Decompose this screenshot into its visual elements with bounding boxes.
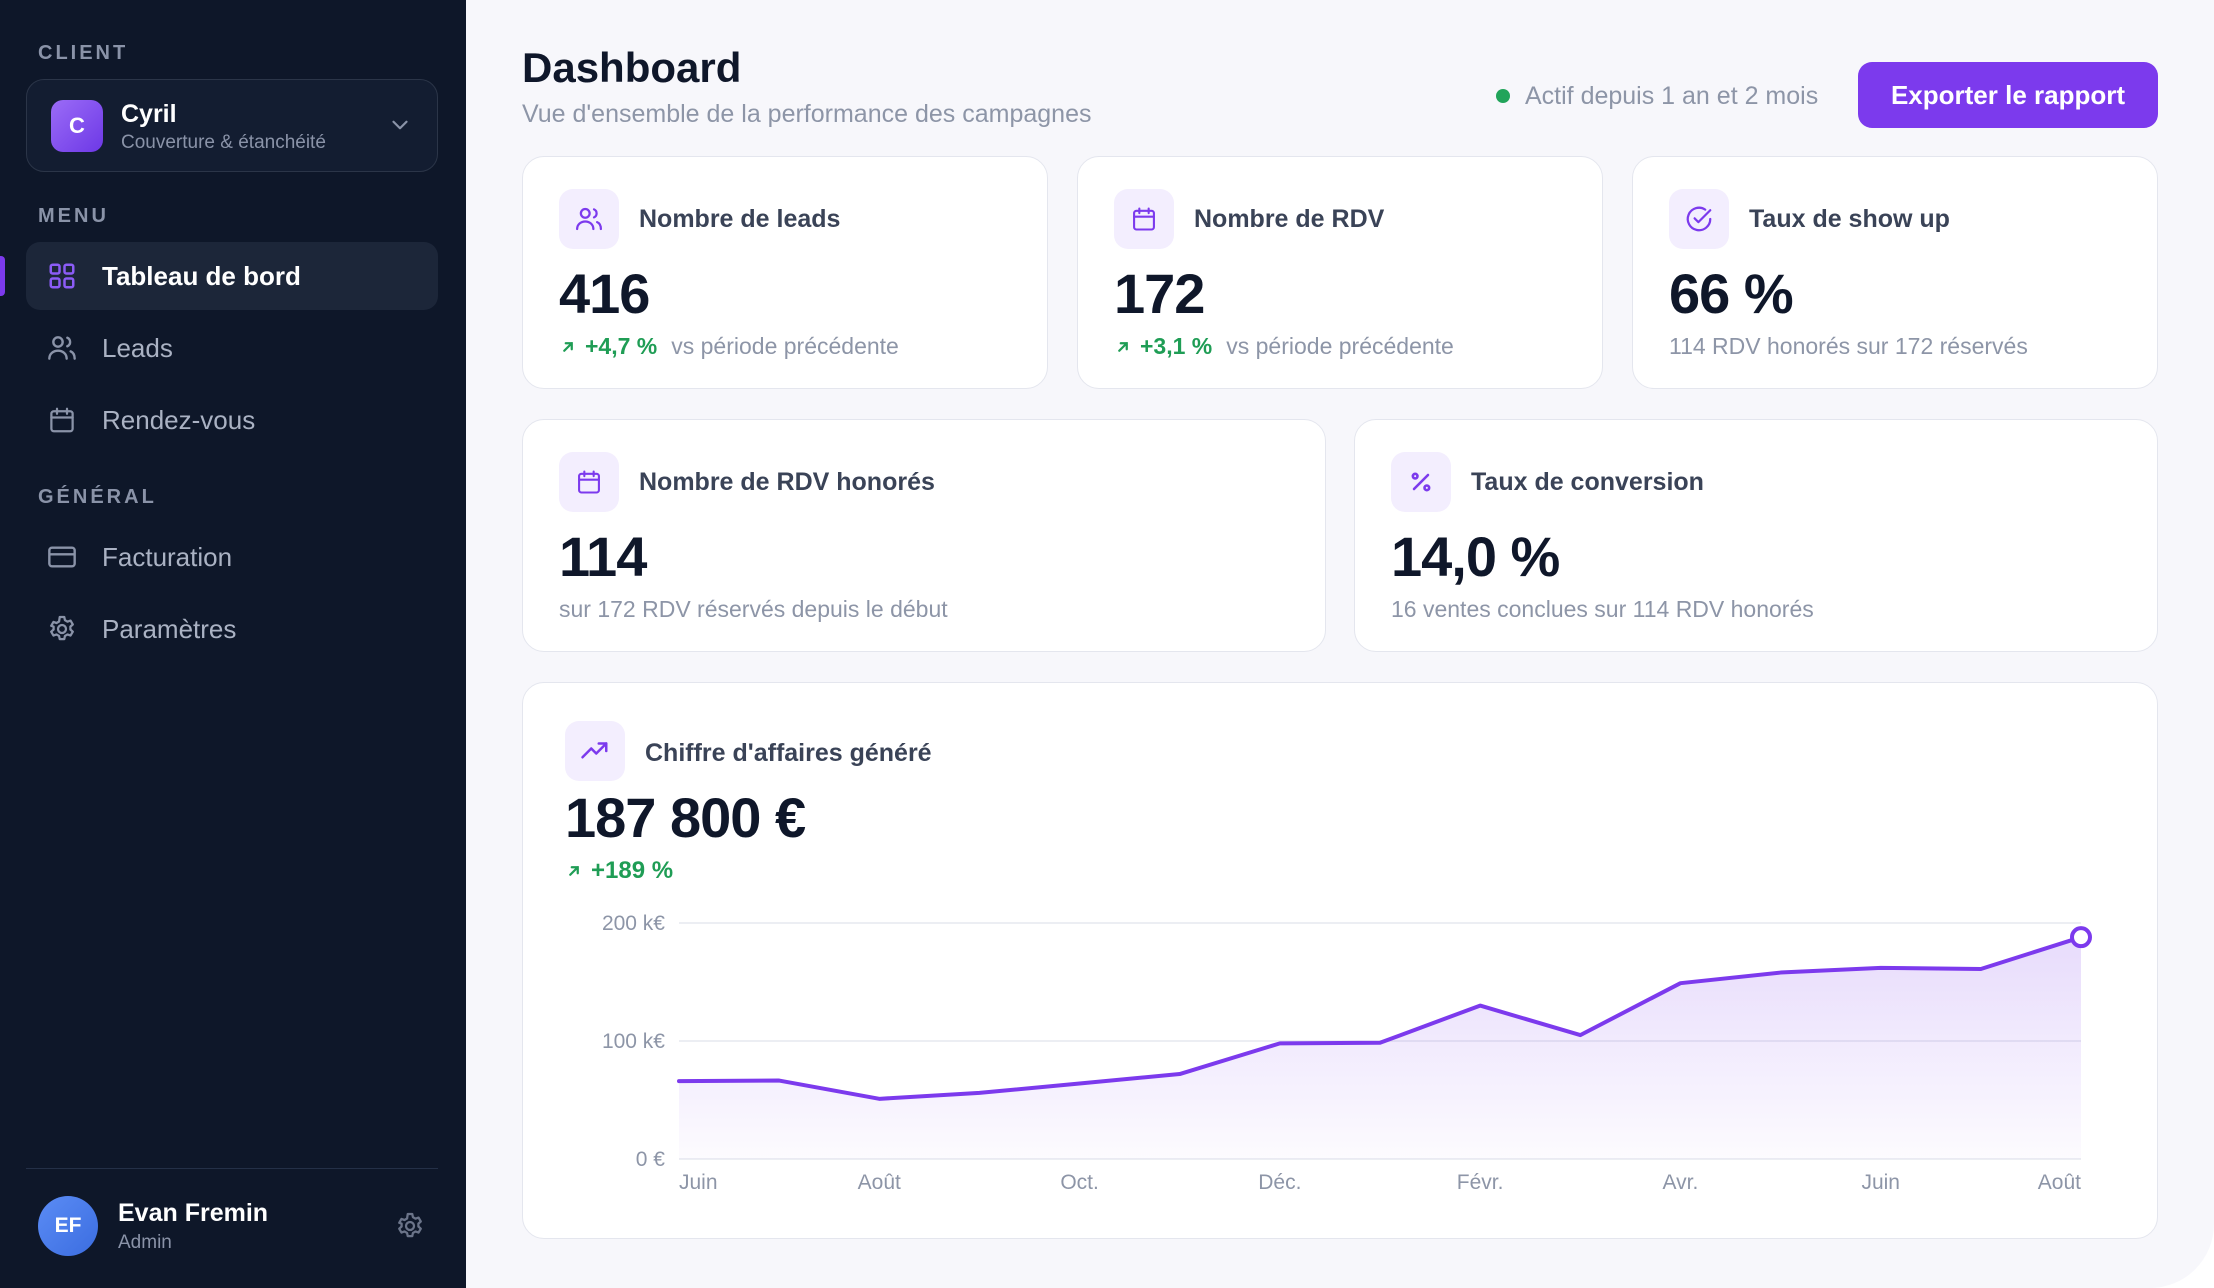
sidebar: CLIENT C Cyril Couverture & étanchéité M… xyxy=(0,0,466,1288)
sidebar-item-label: Facturation xyxy=(102,541,233,572)
client-selector[interactable]: C Cyril Couverture & étanchéité xyxy=(26,79,438,172)
x-tick-label: Oct. xyxy=(1060,1171,1099,1194)
kpi-card-rdv: Nombre de RDV 172 +3,1 % vs période préc… xyxy=(1077,156,1603,389)
trend-value: +3,1 % xyxy=(1140,333,1213,359)
sidebar-item-leads[interactable]: Leads xyxy=(26,314,438,382)
gear-icon xyxy=(46,613,78,645)
grid-icon xyxy=(46,260,78,292)
kpi-note: 16 ventes conclues sur 114 RDV honorés xyxy=(1391,596,1814,622)
sidebar-item-billing[interactable]: Facturation xyxy=(26,523,438,591)
trend-badge: +4,7 % xyxy=(559,333,657,360)
kpi-note: sur 172 RDV réservés depuis le début xyxy=(559,596,948,622)
series-line xyxy=(677,935,2083,1101)
user-settings-icon[interactable] xyxy=(394,1210,426,1242)
calendar-icon xyxy=(1114,189,1174,249)
kpi-title: Nombre de RDV xyxy=(1194,205,1385,233)
kpi-value: 172 xyxy=(1114,262,1205,325)
area-fill xyxy=(679,937,2081,1159)
sidebar-item-label: Tableau de bord xyxy=(102,260,301,291)
trend-badge: +189 % xyxy=(565,857,673,885)
kpi-title: Nombre de leads xyxy=(639,205,841,233)
credit-card-icon xyxy=(46,541,78,573)
page-subtitle: Vue d'ensemble de la performance des cam… xyxy=(522,100,1092,128)
check-circle-icon xyxy=(1669,189,1729,249)
arrow-up-right-icon xyxy=(1118,341,1128,352)
x-tick-label: Juin xyxy=(1861,1171,1900,1194)
x-tick-label: Août xyxy=(2038,1171,2081,1194)
kpi-title: Taux de conversion xyxy=(1471,468,1704,496)
client-avatar: C xyxy=(51,100,103,152)
sidebar-divider xyxy=(26,1168,438,1169)
kpi-footer: +3,1 % vs période précédente xyxy=(1114,333,1454,360)
y-tick-label: 100 k€ xyxy=(602,1030,665,1053)
kpi-card-conversion: Taux de conversion 14,0 % 16 ventes conc… xyxy=(1354,419,2158,652)
kpi-footer: +4,7 % vs période précédente xyxy=(559,333,899,360)
kpi-value: 14,0 % xyxy=(1391,525,1560,588)
x-tick-label: Août xyxy=(858,1171,901,1194)
x-tick-label: Déc. xyxy=(1258,1171,1301,1194)
kpi-title: Nombre de RDV honorés xyxy=(639,468,935,496)
status-text: Actif depuis 1 an et 2 mois xyxy=(1525,82,1819,110)
active-indicator xyxy=(0,256,5,296)
calendar-icon xyxy=(559,452,619,512)
sidebar-item-settings[interactable]: Paramètres xyxy=(26,595,438,663)
revenue-chart-card: Chiffre d'affaires généré 187 800 € +189… xyxy=(522,682,2158,1239)
x-tick-label: Avr. xyxy=(1663,1171,1699,1194)
calendar-icon xyxy=(46,404,78,436)
trend-value: +189 % xyxy=(591,857,674,884)
sidebar-item-appointments[interactable]: Rendez-vous xyxy=(26,386,438,454)
trend-note: vs période précédente xyxy=(671,333,899,359)
users-icon xyxy=(559,189,619,249)
sidebar-item-label: Rendez-vous xyxy=(102,404,256,435)
kpi-value: 416 xyxy=(559,262,650,325)
kpi-value: 114 xyxy=(559,525,647,588)
kpi-title: Taux de show up xyxy=(1749,205,1950,233)
y-tick-label: 0 € xyxy=(636,1148,666,1171)
trend-note: vs période précédente xyxy=(1226,333,1454,359)
kpi-note: 114 RDV honorés sur 172 réservés xyxy=(1669,333,2028,359)
client-section-label: CLIENT xyxy=(38,42,129,64)
export-report-button[interactable]: Exporter le rapport xyxy=(1858,62,2158,128)
status-dot xyxy=(1496,89,1510,103)
sidebar-item-label: Leads xyxy=(102,332,173,363)
page-title: Dashboard xyxy=(522,44,742,91)
client-name: Cyril xyxy=(121,100,177,128)
users-icon xyxy=(46,332,78,364)
sidebar-item-dashboard[interactable]: Tableau de bord xyxy=(26,242,438,310)
x-tick-label: Juin xyxy=(679,1171,718,1194)
kpi-value: 66 % xyxy=(1669,262,1794,325)
last-point-marker xyxy=(2070,926,2092,949)
sidebar-item-label: Paramètres xyxy=(102,613,237,644)
kpi-card-honored: Nombre de RDV honorés 114 sur 172 RDV ré… xyxy=(522,419,1326,652)
client-subtitle: Couverture & étanchéité xyxy=(121,132,326,153)
kpi-card-leads: Nombre de leads 416 +4,7 % vs période pr… xyxy=(522,156,1048,389)
trend-badge: +3,1 % xyxy=(1114,333,1212,360)
avatar[interactable]: EF xyxy=(38,1196,98,1256)
trend-value: +4,7 % xyxy=(585,333,658,359)
kpi-card-showup: Taux de show up 66 % 114 RDV honorés sur… xyxy=(1632,156,2158,389)
percent-icon xyxy=(1391,452,1451,512)
y-tick-label: 200 k€ xyxy=(602,912,665,935)
revenue-value: 187 800 € xyxy=(565,786,806,849)
arrow-up-right-icon xyxy=(563,341,573,352)
arrow-up-right-icon xyxy=(569,866,579,876)
revenue-line-chart: 200 k€ 100 k€ 0 € Juin Août Oct. Déc. Févr. Avr.… xyxy=(602,912,2092,1194)
menu-section-label: MENU xyxy=(38,205,109,227)
x-tick-label: Févr. xyxy=(1457,1171,1504,1194)
user-role: Admin xyxy=(118,1232,172,1253)
chevron-down-icon xyxy=(392,120,408,130)
general-section-label: GÉNÉRAL xyxy=(38,486,157,508)
trending-up-icon xyxy=(565,721,625,781)
user-name: Evan Fremin xyxy=(118,1199,269,1227)
chart-title: Chiffre d'affaires généré xyxy=(645,739,932,767)
